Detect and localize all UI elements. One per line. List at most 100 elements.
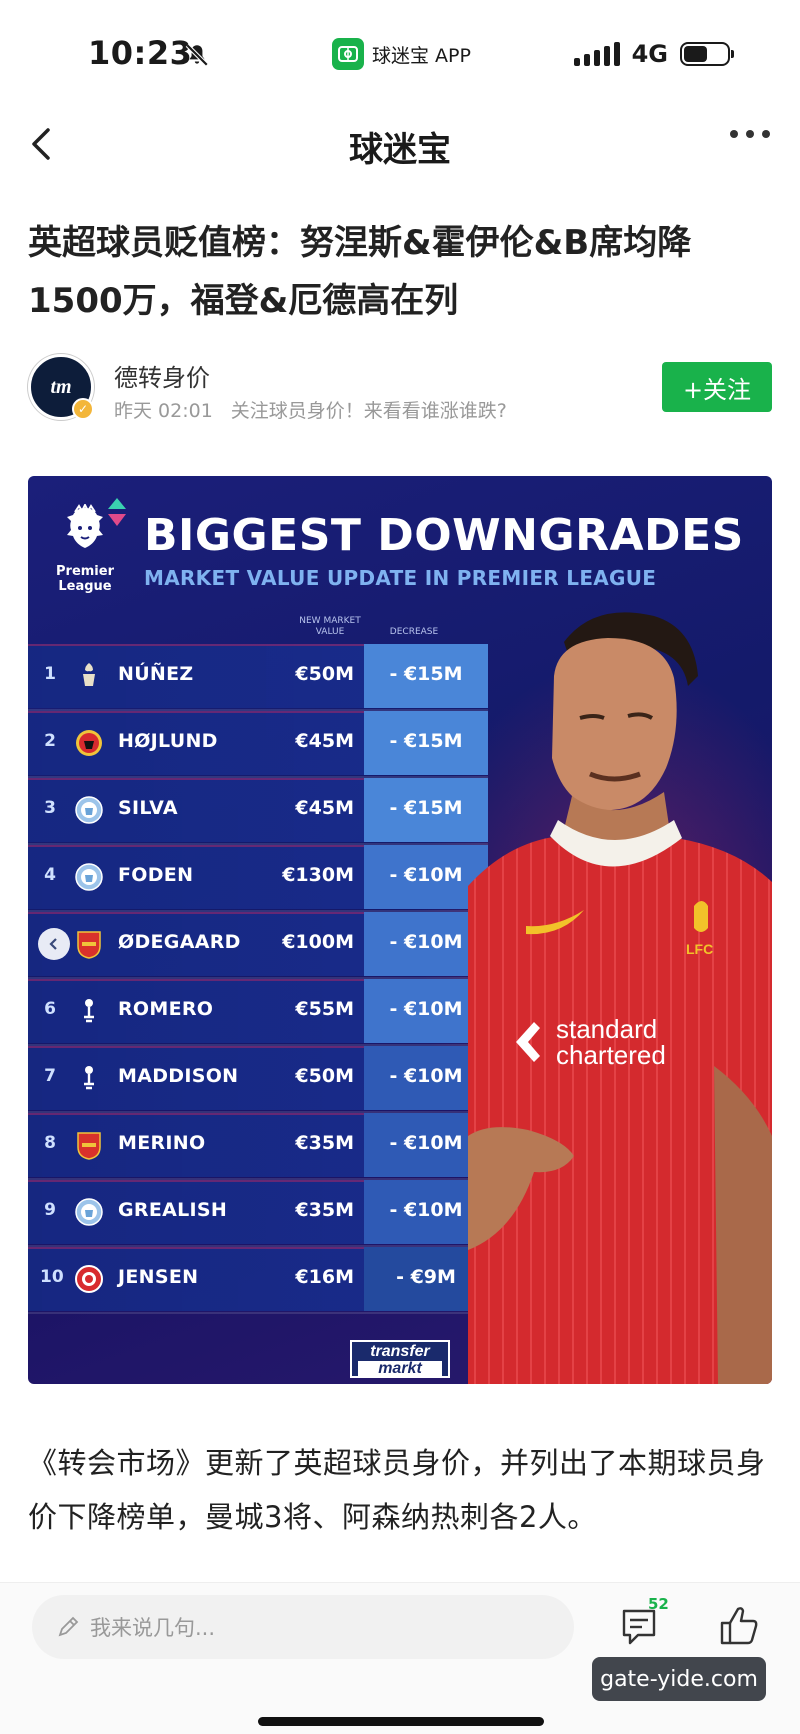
- transfermarkt-logo: transfer markt: [350, 1340, 450, 1378]
- player-name: GREALISH: [118, 1199, 228, 1221]
- back-arrow-icon[interactable]: [24, 124, 64, 164]
- brand-line-2: markt: [358, 1361, 442, 1377]
- club-crest-icon: [74, 660, 104, 692]
- market-value: €130M: [282, 864, 354, 886]
- club-crest-icon: [74, 1129, 104, 1161]
- nav-title: 球迷宝: [349, 130, 451, 170]
- player-rank: 7: [44, 1066, 56, 1086]
- player-name: HØJLUND: [118, 730, 218, 752]
- league-name: Premier League: [56, 564, 114, 594]
- status-app-name: 球迷宝 APP: [372, 44, 471, 67]
- market-value: €45M: [295, 797, 354, 819]
- club-crest-icon: [74, 1263, 104, 1295]
- market-value: €35M: [295, 1199, 354, 1221]
- network-type: 4G: [631, 40, 668, 68]
- comment-count: 52: [648, 1595, 669, 1613]
- club-crest-icon: [74, 995, 104, 1027]
- market-value: €55M: [295, 998, 354, 1020]
- article-image[interactable]: Premier League BIGGEST DOWNGRADES MARKET…: [28, 476, 772, 1384]
- comment-placeholder: 我来说几句...: [90, 1616, 216, 1640]
- value-decrease: - €15M: [389, 730, 463, 752]
- downgrade-row: 6 ROMERO €55M - €10M: [28, 979, 488, 1046]
- sponsor-logo: standard chartered: [516, 1014, 666, 1070]
- comment-input[interactable]: 我来说几句...: [32, 1595, 574, 1659]
- downgrade-row: 4 FODEN €130M - €10M: [28, 845, 488, 912]
- club-crest-icon: [74, 727, 104, 759]
- downgrade-row: 2 HØJLUND €45M - €15M: [28, 711, 488, 778]
- club-crest-icon: [74, 861, 104, 893]
- market-value: €45M: [295, 730, 354, 752]
- player-rank: 8: [44, 1133, 56, 1153]
- article-body: 《转会市场》更新了英超球员身价，并列出了本期球员身价下降榜单，曼城3将、阿森纳热…: [28, 1446, 766, 1534]
- value-decrease: - €15M: [389, 797, 463, 819]
- market-value: €35M: [295, 1132, 354, 1154]
- player-name: ØDEGAARD: [118, 931, 241, 953]
- downgrade-row: ØDEGAARD €100M - €10M: [28, 912, 488, 979]
- infographic-subtitle: MARKET VALUE UPDATE IN PREMIER LEAGUE: [144, 566, 657, 590]
- avatar-logo-text: tm: [50, 375, 72, 398]
- follow-button[interactable]: +关注: [662, 362, 772, 412]
- market-value: €16M: [295, 1266, 354, 1288]
- value-decrease: - €9M: [396, 1266, 456, 1288]
- column-header-new-value: NEW MARKET VALUE: [299, 616, 361, 637]
- author-meta: 昨天 02:01 关注球员身价！来看看谁涨谁跌?: [114, 396, 507, 423]
- club-crest-icon: [74, 1196, 104, 1228]
- article-title: 英超球员贬值榜：努涅斯&霍伊伦&B席均降1500万，福登&厄德高在列: [28, 223, 692, 321]
- player-name: MADDISON: [118, 1065, 239, 1087]
- player-rank: 3: [44, 798, 56, 818]
- player-rank: 6: [44, 999, 56, 1019]
- downgrade-row: 1 NÚÑEZ €50M - €15M: [28, 644, 488, 711]
- status-indicators: 4G: [573, 40, 734, 68]
- downgrade-row: 3 SILVA €45M - €15M: [28, 778, 488, 845]
- pencil-icon: [58, 1616, 79, 1637]
- player-rank: 10: [40, 1267, 64, 1287]
- player-rank: 2: [44, 731, 56, 751]
- value-decrease: - €10M: [389, 998, 463, 1020]
- downgrade-row: 10 JENSEN €16M - €9M: [28, 1247, 488, 1314]
- signal-icon: [573, 42, 620, 66]
- author-tagline: 关注球员身价！来看看谁涨谁跌?: [230, 400, 507, 422]
- value-decrease: - €10M: [389, 1065, 463, 1087]
- nav-bar: 球迷宝: [0, 108, 800, 180]
- value-decrease: - €10M: [389, 1199, 463, 1221]
- more-options-icon[interactable]: [730, 130, 770, 138]
- player-name: NÚÑEZ: [118, 663, 194, 685]
- player-name: FODEN: [118, 864, 194, 886]
- player-rank: 4: [44, 865, 56, 885]
- player-photo: LFC standard chartered: [468, 612, 772, 1384]
- status-time: 10:23: [88, 34, 193, 72]
- home-indicator: [258, 1717, 544, 1726]
- publish-time: 昨天 02:01: [114, 400, 213, 422]
- status-bar: 10:23 球迷宝 APP 4G: [0, 0, 800, 108]
- downgrade-row: 8 MERINO €35M - €10M: [28, 1113, 488, 1180]
- bottom-bar: 我来说几句... 52 gate-yide.com: [0, 1582, 800, 1734]
- premier-league-logo: Premier League: [50, 502, 120, 594]
- value-decrease: - €15M: [389, 663, 463, 685]
- downgrades-list: 1 NÚÑEZ €50M - €15M 2 HØJLUND €45M - €15M 3 SILVA…: [28, 644, 488, 1314]
- club-crest-icon: [74, 1062, 104, 1094]
- watermark: gate-yide.com: [592, 1657, 766, 1701]
- value-decrease: - €10M: [389, 1132, 463, 1154]
- up-down-arrows-icon: [108, 498, 126, 526]
- author-name[interactable]: 德转身价: [114, 364, 210, 392]
- market-value: €100M: [282, 931, 354, 953]
- downgrade-row: 7 MADDISON €50M - €10M: [28, 1046, 488, 1113]
- collapse-chevron-icon[interactable]: [38, 928, 70, 960]
- infographic-title: BIGGEST DOWNGRADES: [144, 510, 744, 561]
- club-crest-icon: [74, 794, 104, 826]
- sponsor-text-1: standard: [556, 1014, 657, 1044]
- battery-level: [684, 46, 708, 62]
- status-app-indicator[interactable]: 球迷宝 APP: [332, 38, 471, 70]
- value-decrease: - €10M: [389, 864, 463, 886]
- comment-icon[interactable]: [620, 1605, 666, 1647]
- player-rank: 9: [44, 1200, 56, 1220]
- verified-badge-icon: ✓: [72, 398, 94, 420]
- player-name: ROMERO: [118, 998, 214, 1020]
- club-crest-icon: [74, 928, 104, 960]
- thumbs-up-icon[interactable]: [716, 1603, 760, 1647]
- player-name: JENSEN: [118, 1266, 199, 1288]
- player-name: SILVA: [118, 797, 178, 819]
- player-name: MERINO: [118, 1132, 206, 1154]
- muted-bell-icon: [185, 43, 209, 67]
- app-icon: [332, 38, 364, 70]
